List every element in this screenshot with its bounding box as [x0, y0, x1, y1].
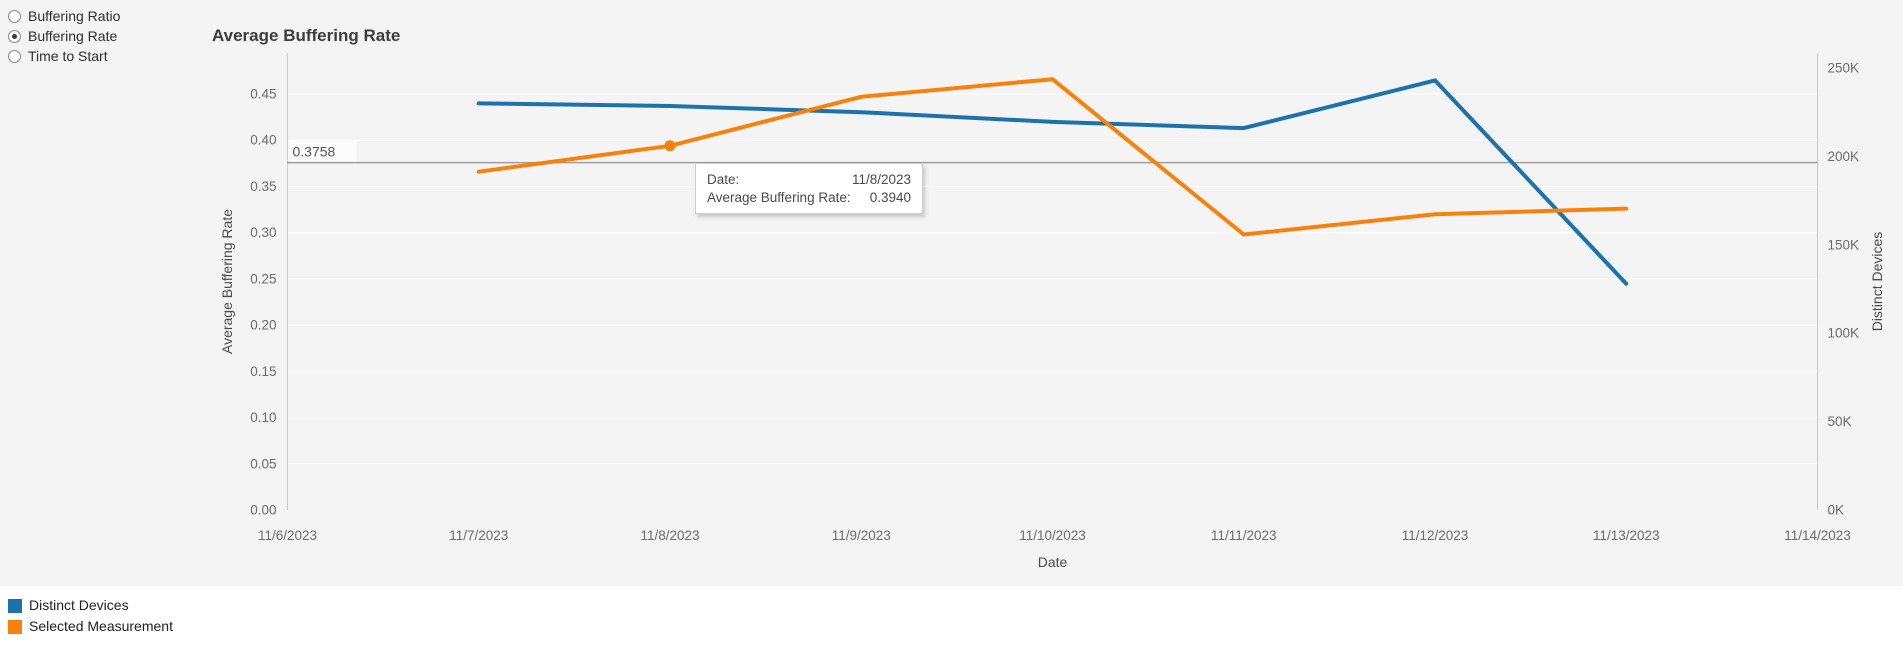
tooltip-measure-label: Average Buffering Rate: — [707, 190, 851, 205]
tooltip-date-label: Date: — [707, 172, 740, 187]
y-tick-label-right: 200K — [1828, 149, 1860, 164]
y-tick-label-right: 100K — [1828, 326, 1860, 341]
x-tick-label: 11/12/2023 — [1402, 528, 1469, 543]
legend-swatch-icon — [8, 598, 22, 613]
y-axis-title-left: Average Buffering Rate — [219, 209, 235, 354]
x-tick-label: 11/6/2023 — [258, 528, 317, 543]
hover-tooltip: Date: 11/8/2023 Average Buffering Rate: … — [695, 163, 923, 214]
y-tick-label-left: 0.00 — [250, 503, 276, 518]
legend-label: Selected Measurement — [29, 618, 173, 634]
y-tick-label-left: 0.40 — [250, 133, 276, 148]
y-tick-label-left: 0.10 — [250, 410, 276, 425]
y-tick-label-left: 0.20 — [250, 318, 276, 333]
y-tick-label-left: 0.25 — [250, 271, 276, 286]
reference-line-label: 0.3758 — [293, 144, 336, 160]
radio-button-icon[interactable] — [8, 29, 21, 43]
x-axis-title: Date — [1038, 554, 1068, 570]
measurement-radio-group: Buffering Ratio Buffering Rate Time to S… — [8, 6, 120, 66]
y-tick-label-right: 150K — [1828, 237, 1860, 252]
hovered-point-marker[interactable] — [664, 140, 676, 152]
y-tick-label-left: 0.05 — [250, 456, 276, 471]
chart-title: Average Buffering Rate — [212, 26, 401, 45]
radio-button-icon[interactable] — [8, 49, 21, 63]
x-tick-label: 11/14/2023 — [1784, 528, 1851, 543]
x-tick-label: 11/9/2023 — [832, 528, 891, 543]
legend-swatch-icon — [8, 619, 22, 634]
x-tick-label: 11/8/2023 — [640, 528, 699, 543]
y-tick-label-right: 50K — [1828, 414, 1852, 429]
buffering-rate-chart: 0.00 0.05 0.10 0.15 0.20 0.25 0.30 0.35 0.40 0.45… — [219, 53, 1885, 570]
tooltip-measure-row: Average Buffering Rate: 0.3940 — [707, 189, 911, 207]
y-tick-label-left: 0.45 — [250, 87, 276, 102]
x-tick-label: 11/10/2023 — [1019, 528, 1086, 543]
legend-item-distinct-devices[interactable]: Distinct Devices — [8, 595, 173, 616]
x-tick-label: 11/11/2023 — [1211, 528, 1277, 543]
y-tick-label-left: 0.35 — [250, 179, 276, 194]
radio-buffering-ratio[interactable]: Buffering Ratio — [8, 6, 120, 26]
radio-button-icon[interactable] — [8, 9, 21, 23]
radio-label: Time to Start — [28, 48, 108, 64]
radio-time-to-start[interactable]: Time to Start — [8, 46, 120, 66]
y-tick-label-right: 0K — [1828, 503, 1845, 518]
x-tick-label: 11/7/2023 — [449, 528, 508, 543]
y-tick-label-left: 0.15 — [250, 364, 276, 379]
y-tick-label-left: 0.30 — [250, 225, 276, 240]
radio-buffering-rate[interactable]: Buffering Rate — [8, 26, 120, 46]
y-tick-label-right: 250K — [1828, 61, 1860, 76]
x-tick-label: 11/13/2023 — [1593, 528, 1660, 543]
radio-label: Buffering Ratio — [28, 8, 121, 24]
legend-item-selected-measurement[interactable]: Selected Measurement — [8, 616, 173, 637]
radio-label: Buffering Rate — [28, 28, 118, 44]
chart-panel: Buffering Ratio Buffering Rate Time to S… — [0, 0, 1903, 586]
tooltip-date-value: 11/8/2023 — [851, 172, 911, 187]
chart-legend: Distinct Devices Selected Measurement — [8, 595, 173, 637]
tooltip-measure-value: 0.3940 — [869, 190, 911, 205]
legend-label: Distinct Devices — [29, 597, 129, 613]
tooltip-date-row: Date: 11/8/2023 — [707, 171, 911, 189]
series-line-distinct-devices[interactable] — [476, 78, 1629, 286]
reference-line-label-bg — [288, 140, 357, 162]
y-axis-title-right: Distinct Devices — [1869, 232, 1885, 332]
